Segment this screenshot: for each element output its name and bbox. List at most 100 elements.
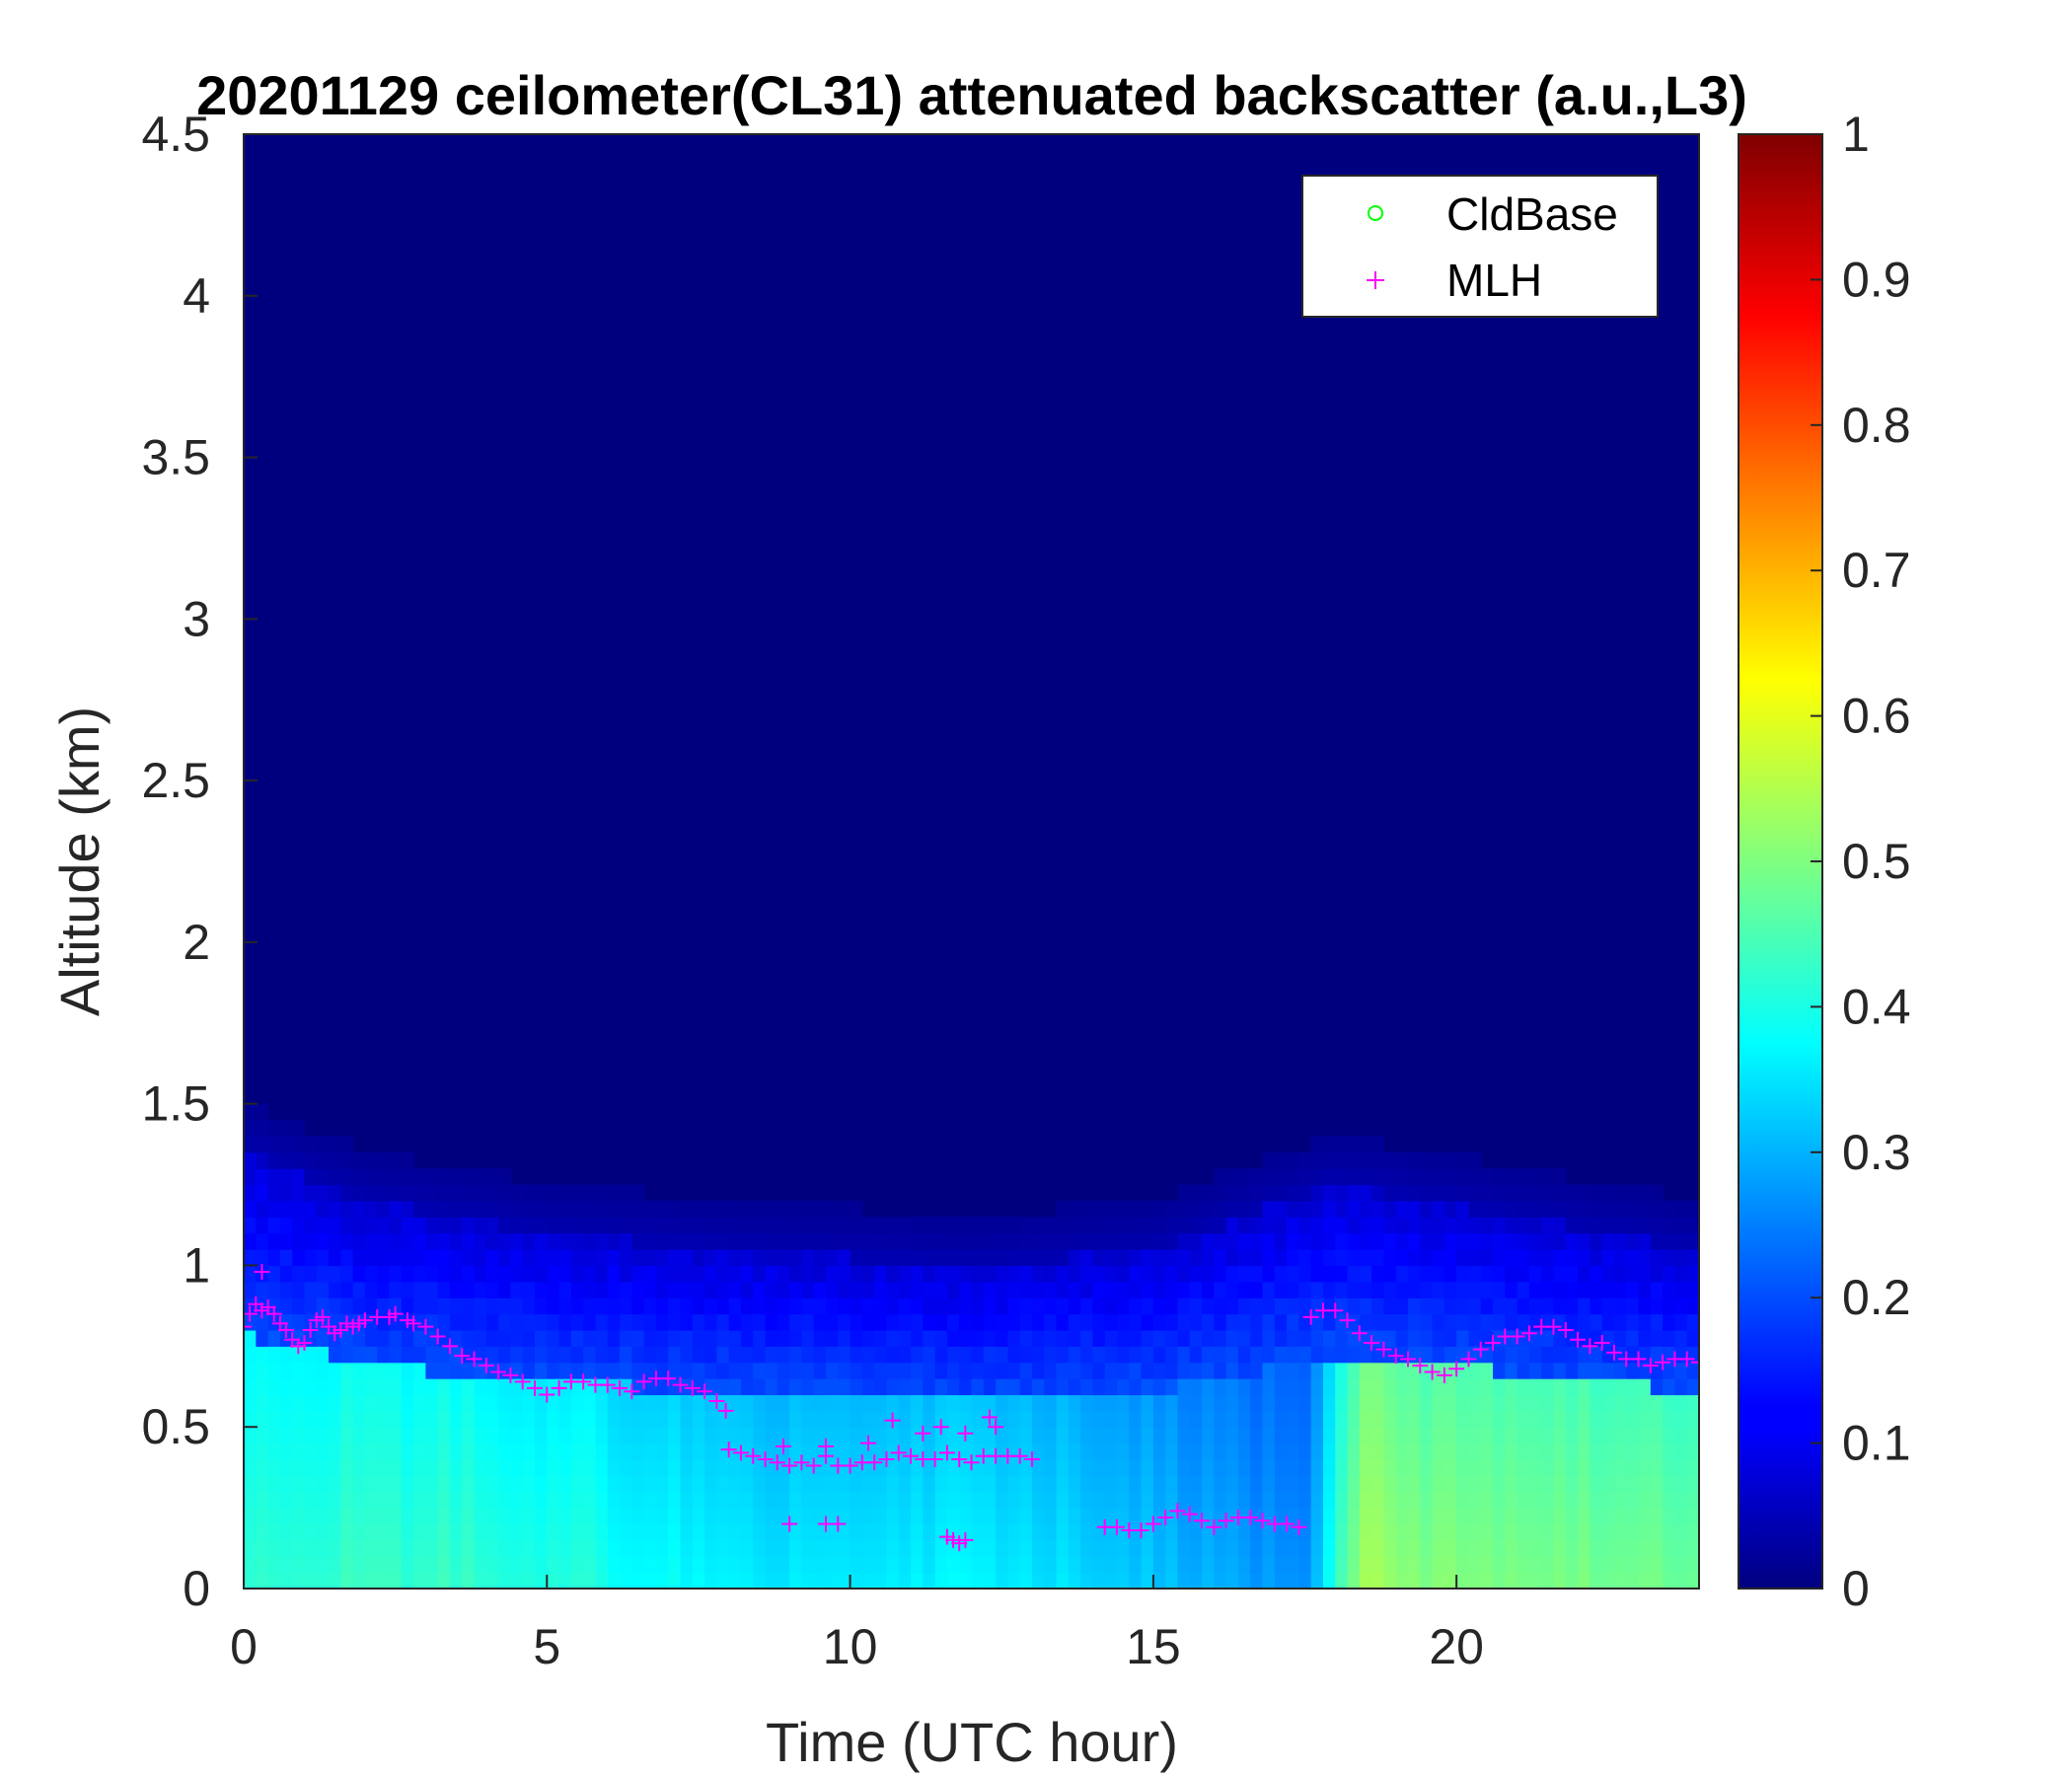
heatmap-cell	[558, 1200, 572, 1218]
heatmap-cell	[826, 1346, 839, 1364]
heatmap-cell	[1056, 1394, 1070, 1412]
heatmap-cell	[1310, 1410, 1324, 1428]
heatmap-cell	[1468, 1475, 1482, 1493]
heatmap-cell	[1274, 1297, 1288, 1315]
heatmap-cell	[911, 1394, 924, 1412]
heatmap-cell	[620, 1378, 632, 1396]
heatmap-cell	[1225, 1265, 1239, 1283]
heatmap-cell	[1626, 1394, 1640, 1412]
heatmap-cell	[1590, 1572, 1603, 1589]
heatmap-cell	[437, 1508, 451, 1525]
mlh-point	[514, 1373, 531, 1390]
heatmap-cell	[826, 1232, 839, 1250]
heatmap-cell	[1468, 1200, 1482, 1218]
heatmap-cell	[535, 1217, 548, 1234]
heatmap-cell	[643, 1297, 657, 1315]
heatmap-cell	[485, 1539, 499, 1557]
heatmap-cell	[570, 1362, 584, 1379]
heatmap-cell	[1056, 1443, 1070, 1460]
heatmap-cell	[692, 1475, 705, 1493]
heatmap-cell	[1152, 1297, 1166, 1315]
heatmap-cell	[1237, 1443, 1251, 1460]
heatmap-cell	[1152, 1200, 1166, 1218]
heatmap-cell	[777, 1508, 790, 1525]
heatmap-cell	[643, 1394, 657, 1412]
heatmap-cell	[1298, 1362, 1312, 1379]
heatmap-cell	[1565, 1329, 1579, 1347]
heatmap-cell	[1578, 1249, 1591, 1267]
heatmap-cell	[1347, 1443, 1361, 1460]
heatmap-cell	[874, 1329, 888, 1347]
heatmap-cell	[716, 1346, 730, 1364]
heatmap-cell	[971, 1508, 985, 1525]
heatmap-cell	[1117, 1297, 1130, 1315]
heatmap-cell	[1335, 1556, 1349, 1574]
heatmap-cell	[692, 1281, 705, 1298]
heatmap-cell	[558, 1313, 572, 1331]
heatmap-cell	[570, 1217, 584, 1234]
heatmap-cell	[595, 1313, 609, 1331]
heatmap-cell	[1092, 1265, 1106, 1283]
heatmap-cell	[535, 1556, 548, 1574]
heatmap-cell	[753, 1427, 767, 1444]
heatmap-cell	[1663, 1523, 1676, 1541]
heatmap-cell	[389, 1184, 403, 1202]
heatmap-cell	[1359, 1523, 1372, 1541]
heatmap-cell	[1335, 1232, 1349, 1250]
heatmap-cell	[923, 1265, 936, 1283]
heatmap-cell	[740, 1329, 754, 1347]
heatmap-cell	[595, 1329, 609, 1347]
heatmap-cell	[256, 1458, 269, 1476]
heatmap-cell	[1456, 1458, 1470, 1476]
heatmap-cell	[304, 1297, 318, 1315]
heatmap-cell	[838, 1427, 851, 1444]
heatmap-cell	[498, 1362, 512, 1379]
heatmap-cell	[485, 1297, 499, 1315]
heatmap-cell	[1686, 1378, 1699, 1396]
heatmap-cell	[911, 1508, 924, 1525]
heatmap-cell	[1663, 1572, 1676, 1589]
heatmap-cell	[1553, 1410, 1567, 1428]
heatmap-cell	[595, 1458, 609, 1476]
heatmap-cell	[911, 1443, 924, 1460]
heatmap-cell	[1165, 1297, 1179, 1315]
heatmap-cell	[547, 1265, 560, 1283]
heatmap-cell	[1480, 1491, 1494, 1509]
heatmap-cell	[1359, 1572, 1372, 1589]
heatmap-cell	[886, 1313, 900, 1331]
mlh-point	[278, 1321, 295, 1338]
heatmap-cell	[668, 1313, 682, 1331]
heatmap-cell	[1189, 1508, 1203, 1525]
heatmap-cell	[1347, 1168, 1361, 1186]
heatmap-cell	[728, 1329, 742, 1347]
heatmap-cell	[740, 1427, 754, 1444]
heatmap-cell	[898, 1523, 912, 1541]
heatmap-cell	[1237, 1410, 1251, 1428]
heatmap-cell	[801, 1539, 815, 1557]
heatmap-cell	[1517, 1217, 1530, 1234]
heatmap-cell	[340, 1232, 354, 1250]
heatmap-cell	[1202, 1329, 1215, 1347]
heatmap-cell	[1468, 1427, 1482, 1444]
heatmap-cell	[256, 1523, 269, 1541]
heatmap-cell	[850, 1265, 863, 1283]
mlh-point	[356, 1312, 373, 1329]
x-tick-label: 15	[1126, 1619, 1181, 1674]
heatmap-cell	[474, 1475, 487, 1493]
heatmap-cell	[813, 1329, 827, 1347]
heatmap-cell	[1699, 1330, 1712, 1347]
heatmap-cell	[1686, 1572, 1699, 1589]
heatmap-cell	[1638, 1297, 1652, 1315]
mlh-point	[830, 1516, 847, 1532]
heatmap-cell	[620, 1572, 632, 1589]
heatmap-cell	[668, 1346, 682, 1364]
heatmap-cell	[801, 1265, 815, 1283]
heatmap-cell	[389, 1410, 403, 1428]
heatmap-cell	[474, 1297, 487, 1315]
heatmap-field	[244, 1103, 1712, 1589]
heatmap-cell	[1007, 1232, 1021, 1250]
heatmap-cell	[643, 1265, 657, 1283]
heatmap-cell	[340, 1346, 354, 1364]
heatmap-cell	[304, 1523, 318, 1541]
heatmap-cell	[1493, 1329, 1506, 1347]
